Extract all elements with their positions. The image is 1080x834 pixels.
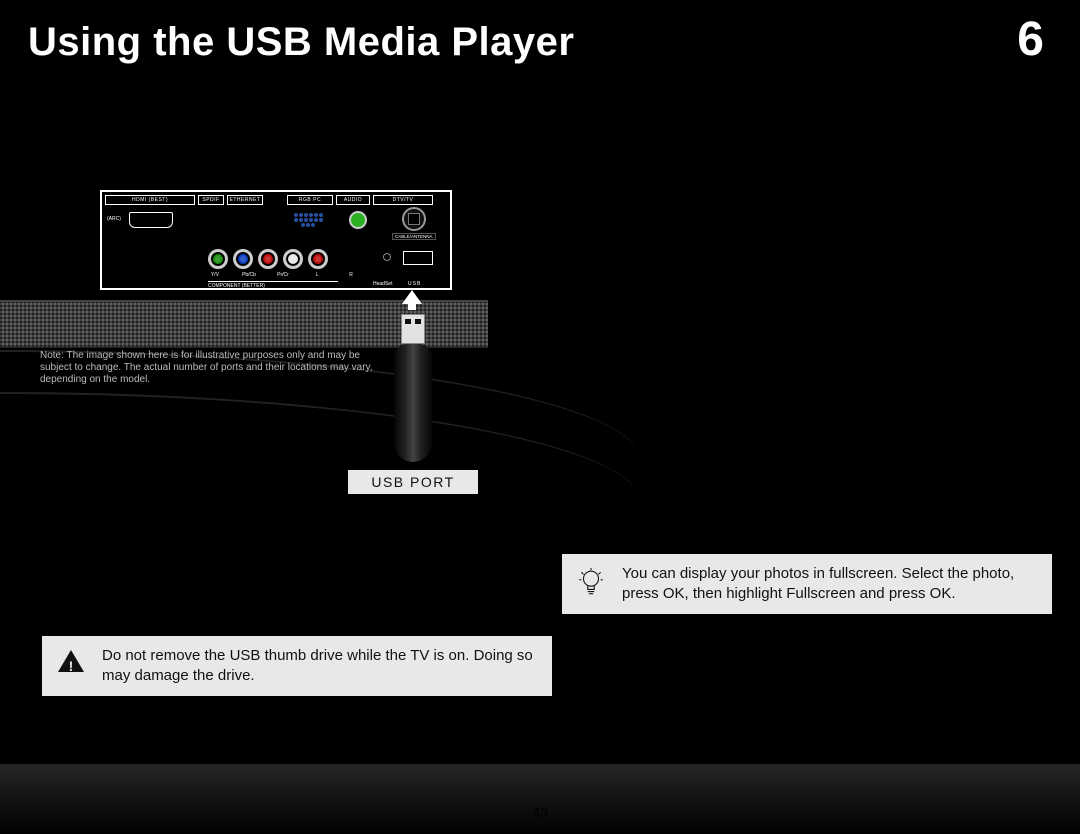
label-cable-antenna: CABLE/ANTENNA <box>392 233 436 240</box>
label-usb: USB <box>408 281 421 287</box>
rca-red-icon <box>258 249 278 269</box>
tv-edge-curve <box>0 392 640 512</box>
component-sublabels: Y/V Pb/Cb Pr/Cr L R <box>205 272 361 278</box>
footer-gradient <box>0 764 1080 834</box>
tip-text: You can display your photos in fullscree… <box>622 564 1036 604</box>
illustration-note: Note: The image shown here is for illust… <box>40 350 410 386</box>
port-panel-body: (ARC) CABLE/ANTENNA Y/V Pb/Cb Pr/Cr L R … <box>105 207 447 285</box>
label-dtvtv: DTV/TV <box>373 195 433 205</box>
label-component-better: COMPONENT (BETTER) <box>208 281 338 289</box>
hdmi-port-icon <box>129 212 173 228</box>
tv-port-panel: HDMI (BEST) SPDIF ETHERNET RGB PC AUDIO … <box>100 190 452 290</box>
page-header: Using the USB Media Player 6 <box>0 0 1080 67</box>
label-hdmi: HDMI (BEST) <box>105 195 195 205</box>
warning-callout: Do not remove the USB thumb drive while … <box>42 636 552 696</box>
usb-port-caption: USB PORT <box>348 470 478 494</box>
rca-blue-icon <box>233 249 253 269</box>
label-spdif: SPDIF <box>198 195 224 205</box>
rca-green-icon <box>208 249 228 269</box>
rca-white-icon <box>283 249 303 269</box>
usb-thumb-drive-illustration <box>394 314 432 462</box>
rca-red2-icon <box>308 249 328 269</box>
label-ethernet: ETHERNET <box>227 195 263 205</box>
port-labels-row: HDMI (BEST) SPDIF ETHERNET RGB PC AUDIO … <box>105 195 447 205</box>
page-number: 43 <box>0 804 1080 820</box>
warning-text: Do not remove the USB thumb drive while … <box>102 646 536 686</box>
usb-body-icon <box>394 344 432 462</box>
headset-port-icon <box>383 253 391 261</box>
label-rgbpc: RGB PC <box>287 195 333 205</box>
label-audio: AUDIO <box>336 195 370 205</box>
page-title: Using the USB Media Player <box>28 20 574 65</box>
usb-connector-icon <box>401 314 425 344</box>
label-headset: HeadSet <box>373 281 392 287</box>
arrow-up-icon <box>408 302 416 310</box>
tip-callout: You can display your photos in fullscree… <box>562 554 1052 614</box>
vga-port-icon <box>291 213 325 227</box>
lightbulb-icon <box>574 564 608 598</box>
label-arc: (ARC) <box>107 216 121 222</box>
usb-slot-icon <box>403 251 433 265</box>
chapter-number: 6 <box>1017 12 1044 67</box>
coax-port-icon <box>402 207 426 231</box>
audio-jack-icon <box>349 211 367 229</box>
component-ports-row <box>208 249 328 269</box>
warning-triangle-icon <box>54 646 88 672</box>
